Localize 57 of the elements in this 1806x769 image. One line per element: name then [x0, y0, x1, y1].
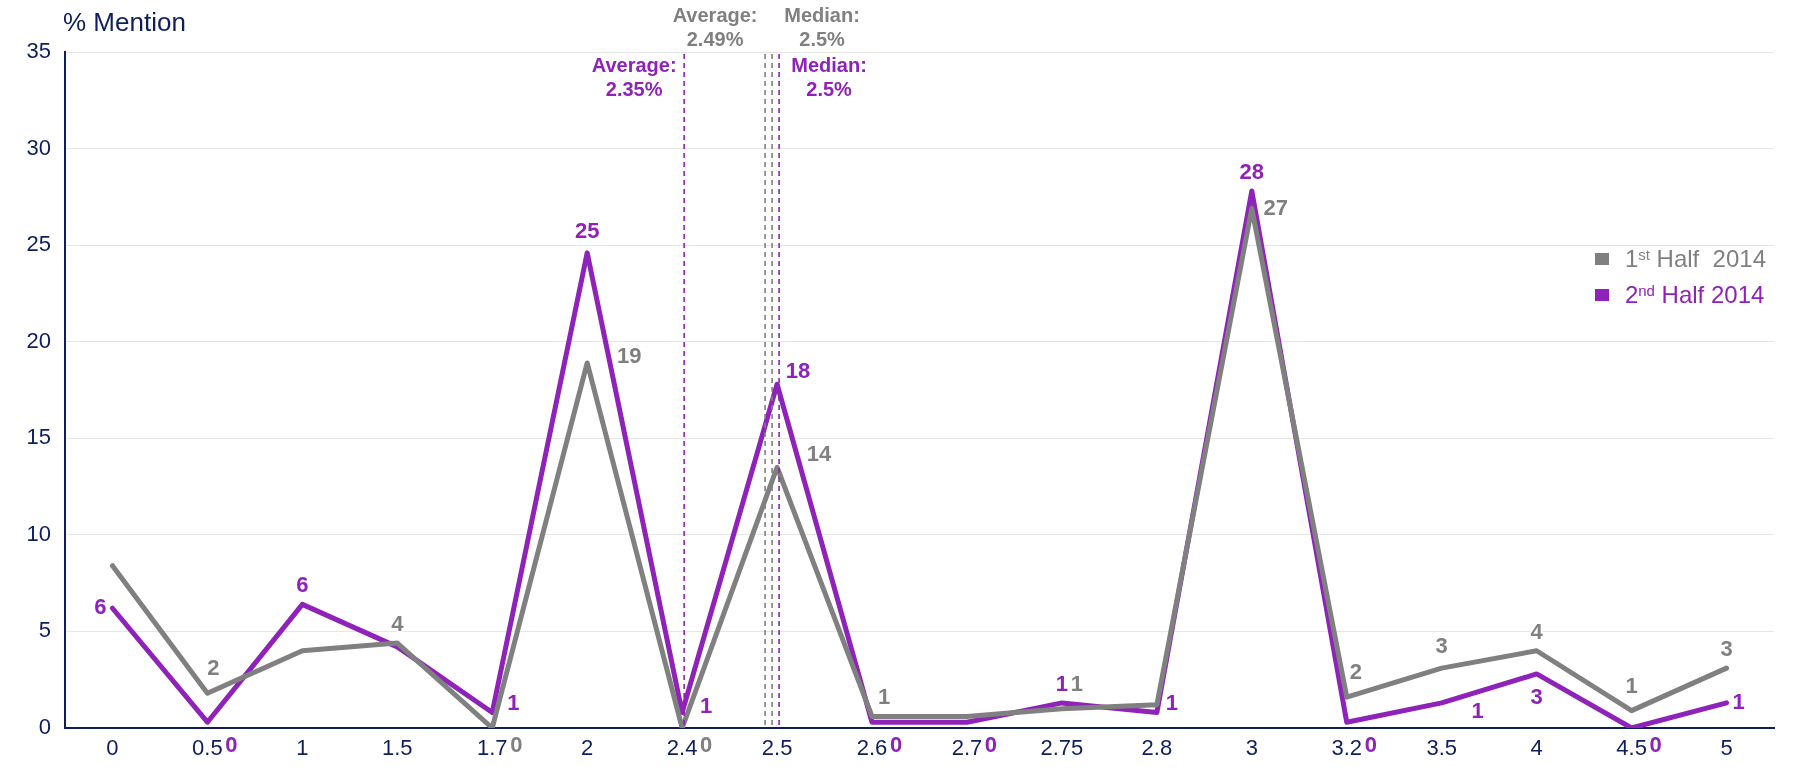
- data-label: 1: [877, 684, 891, 710]
- x-tick-label: 1.5: [382, 735, 413, 761]
- y-tick-label: 20: [26, 327, 51, 353]
- data-label: 1: [700, 692, 713, 718]
- x-tick-label: 3.5: [1426, 735, 1457, 761]
- data-label: 1: [1070, 670, 1084, 696]
- y-tick-label: 5: [38, 617, 51, 643]
- x-tick-label: 3: [1245, 735, 1258, 761]
- x-tick-label: 2: [581, 735, 594, 761]
- ref-line-label: Median: 2.5%: [791, 53, 867, 100]
- x-tick-label: 0.5: [192, 735, 223, 761]
- data-label: 19: [616, 343, 642, 369]
- data-label: 1: [1165, 689, 1178, 715]
- data-label: 3: [1720, 636, 1733, 662]
- data-label: 1: [1471, 697, 1484, 723]
- x-tick-label: 4.5: [1616, 735, 1647, 761]
- data-label: 18: [785, 358, 811, 384]
- x-tick-label: 2.75: [1040, 735, 1084, 761]
- ref-line-label: Median: 2.5%: [784, 3, 860, 50]
- y-tick-label: 10: [26, 520, 51, 546]
- y-tick-label: 35: [26, 38, 51, 64]
- x-tick-label: 2.5: [761, 735, 793, 761]
- data-label: 6: [296, 572, 309, 598]
- data-label: 14: [806, 441, 833, 467]
- data-label: 2: [1349, 659, 1362, 685]
- legend-label: 1$^{st}$ Half 2014: [1624, 244, 1766, 275]
- y-axis-title: % Mention: [63, 7, 186, 38]
- y-tick-label: 25: [26, 231, 51, 257]
- x-tick-label: 0: [106, 735, 119, 761]
- data-label: 28: [1239, 159, 1265, 185]
- data-label: 3: [1530, 683, 1543, 709]
- y-tick-label: 15: [26, 424, 51, 450]
- data-label: 25: [574, 217, 600, 243]
- data-label: 27: [1263, 194, 1289, 220]
- data-label: 1: [1625, 672, 1638, 698]
- y-tick-label: 0: [38, 714, 51, 740]
- data-label: 1: [1055, 670, 1069, 696]
- data-label: 4: [1530, 618, 1544, 644]
- data-label: 6: [94, 594, 107, 620]
- x-tick-label: 2.7: [951, 735, 983, 761]
- data-label: 2: [207, 655, 220, 681]
- ref-line-label: Average: 2.35%: [591, 53, 677, 100]
- x-tick-label: 2.8: [1141, 735, 1173, 761]
- x-tick-label: 2.4: [666, 735, 698, 761]
- data-label: 1: [507, 689, 520, 715]
- legend-label: 2$^{nd}$ Half 2014: [1624, 280, 1765, 311]
- x-tick-label: 1.7: [476, 735, 508, 761]
- x-tick-label: 5: [1720, 735, 1733, 761]
- x-tick-label: 1: [296, 735, 309, 761]
- ref-line-label: Average: 2.49%: [672, 3, 758, 50]
- x-tick-label: 4: [1530, 735, 1543, 761]
- x-tick-label: 3.2: [1331, 735, 1363, 761]
- data-label: 4: [391, 611, 405, 637]
- data-label: 1: [1732, 688, 1745, 714]
- y-tick-label: 30: [26, 134, 51, 160]
- x-tick-label: 2.6: [856, 735, 888, 761]
- data-label: 3: [1435, 633, 1448, 659]
